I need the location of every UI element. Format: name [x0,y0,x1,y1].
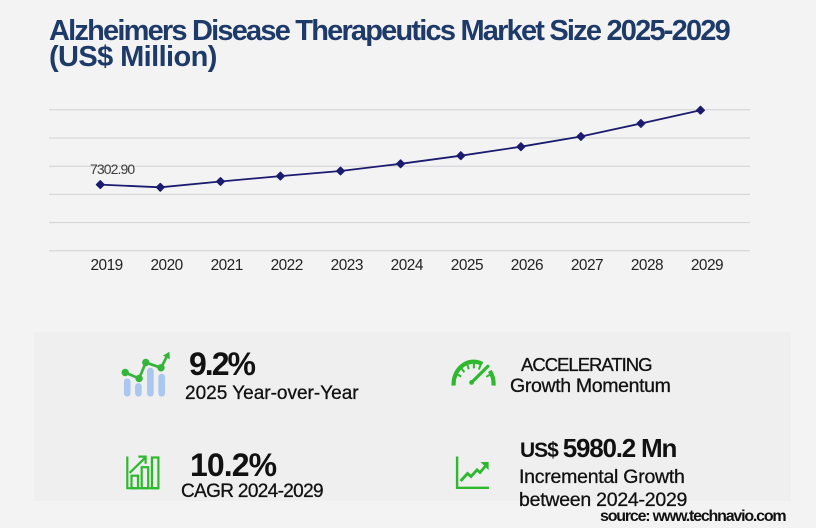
svg-text:2029: 2029 [691,257,723,274]
svg-text:2025: 2025 [451,257,483,274]
svg-text:2026: 2026 [511,257,543,274]
svg-text:2024: 2024 [391,257,424,274]
svg-text:2021: 2021 [211,257,243,274]
svg-text:2028: 2028 [631,257,663,274]
svg-text:7302.90: 7302.90 [90,161,135,177]
svg-text:2019: 2019 [90,257,122,274]
svg-text:2020: 2020 [150,257,182,274]
svg-text:2022: 2022 [271,257,303,274]
svg-text:2023: 2023 [331,257,363,274]
svg-text:2027: 2027 [571,257,603,274]
